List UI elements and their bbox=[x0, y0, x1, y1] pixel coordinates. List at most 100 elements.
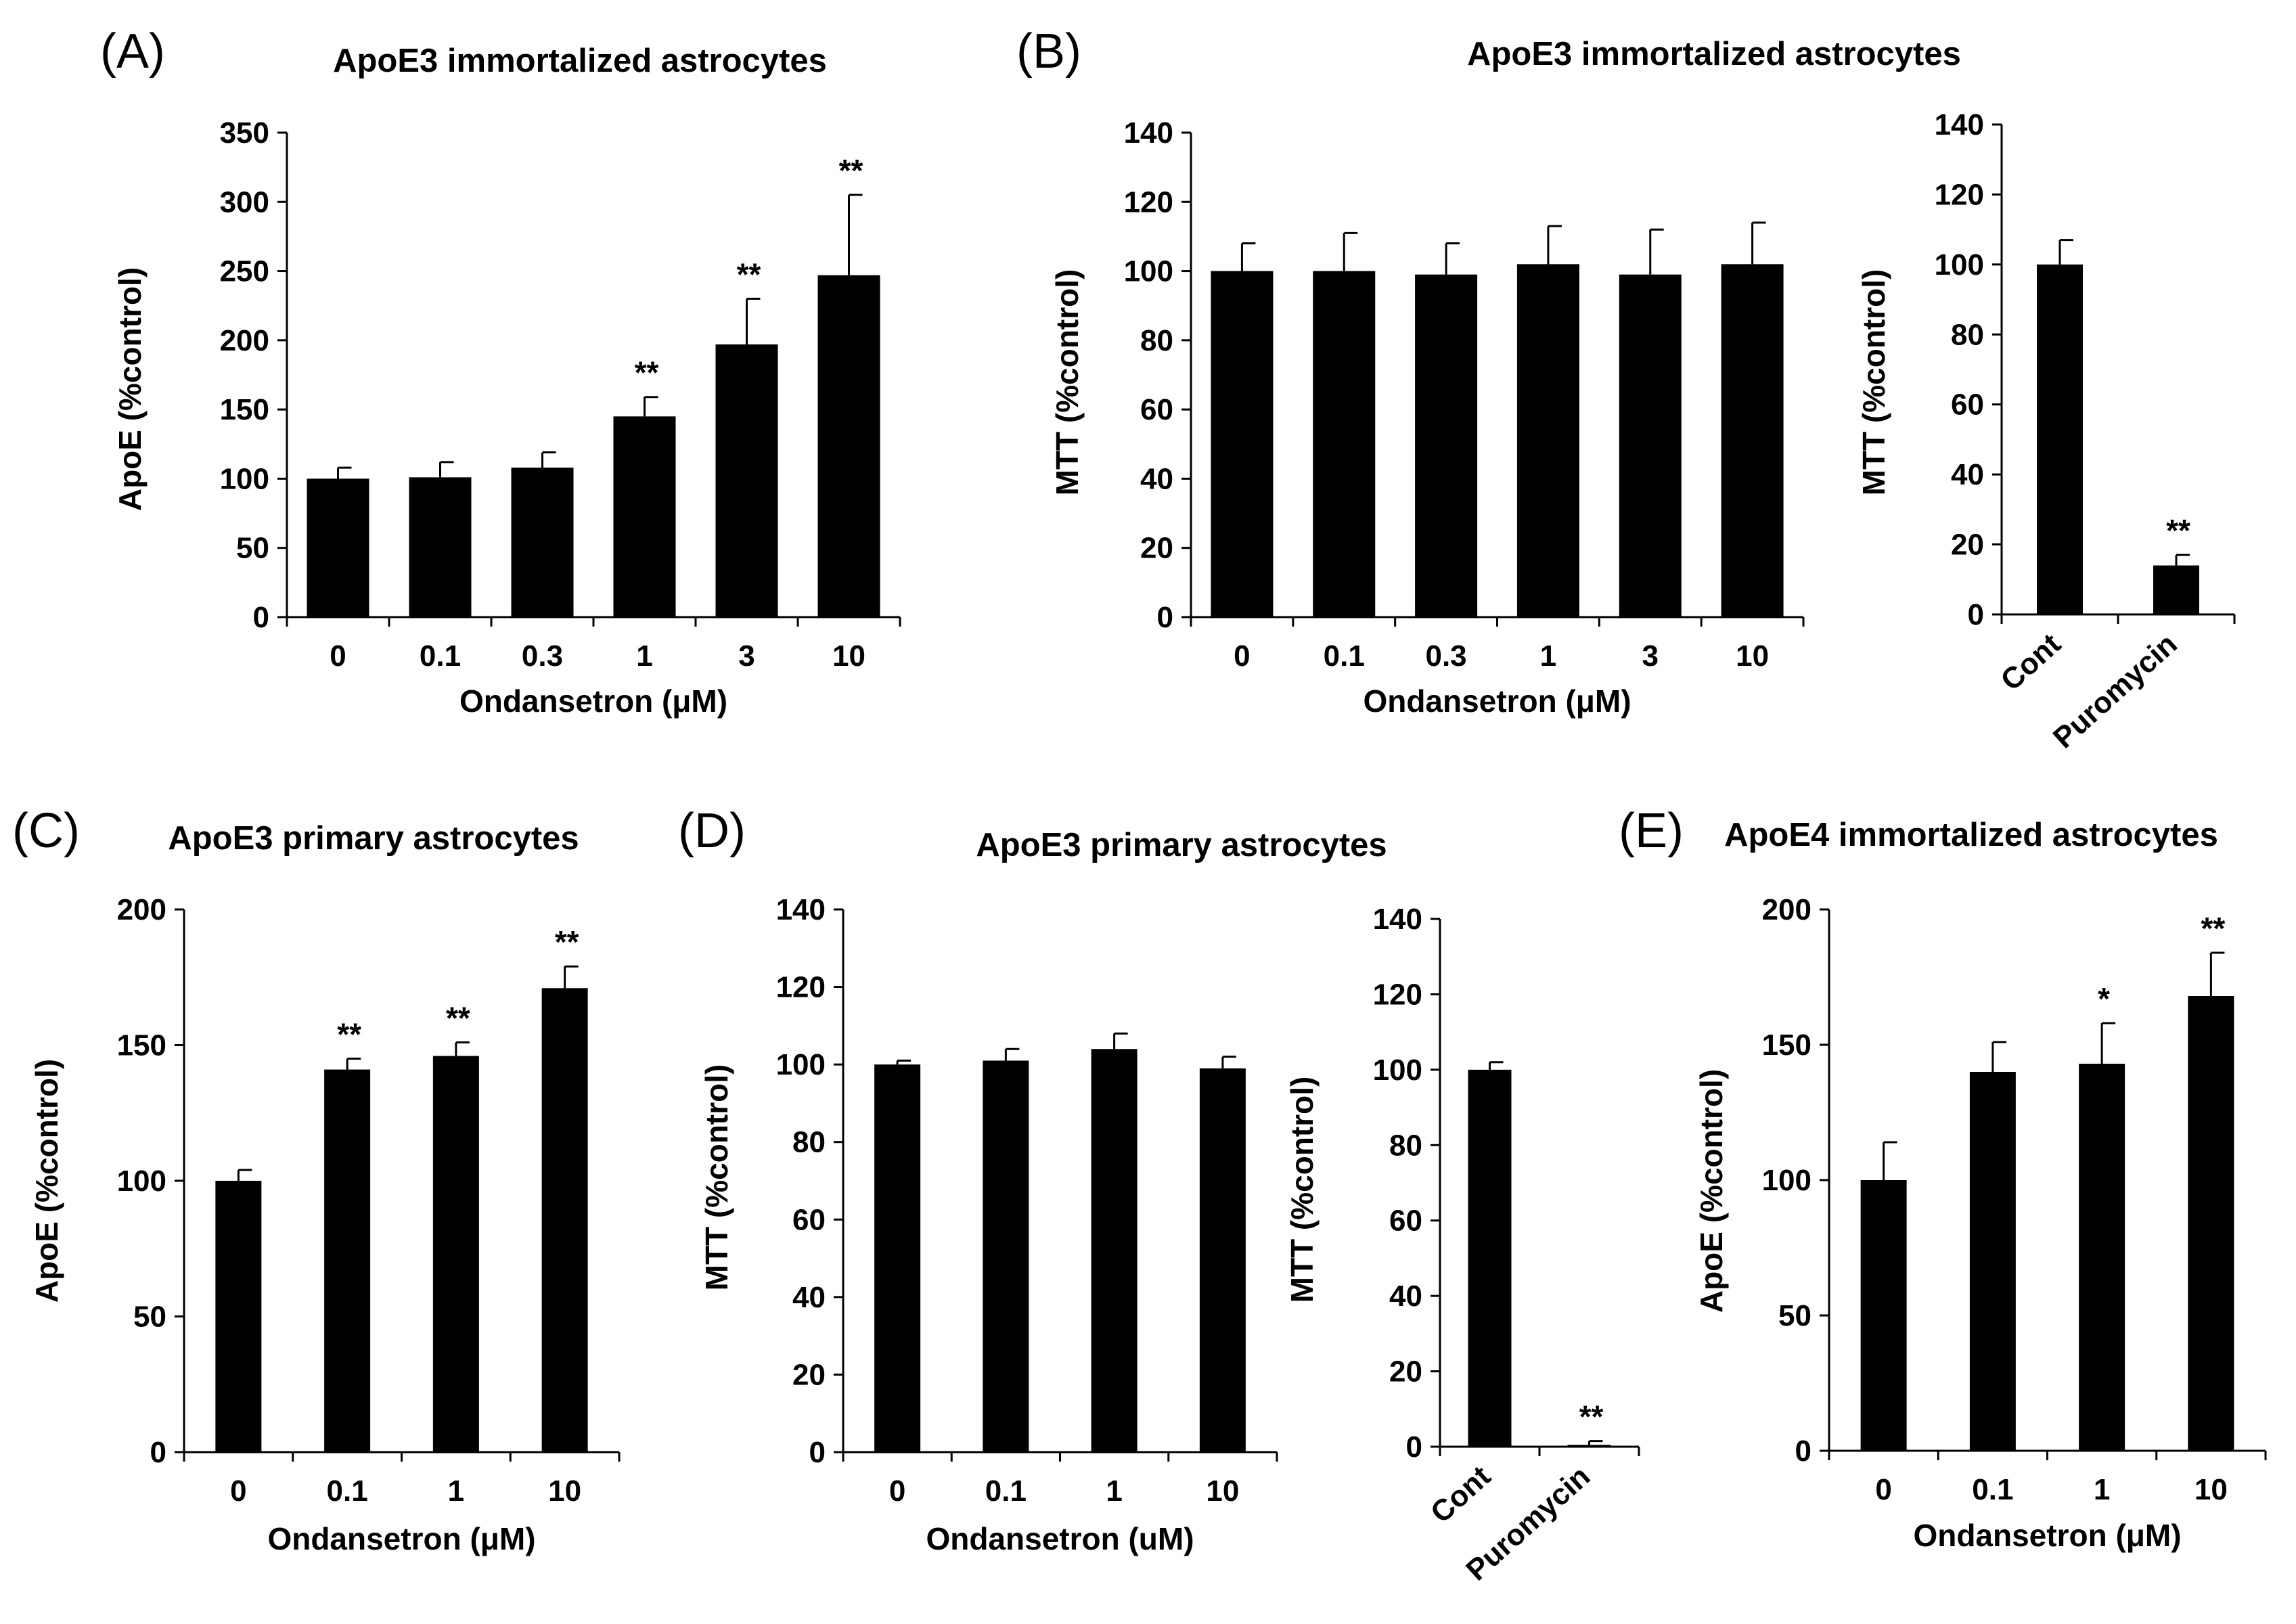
y-tick-label: 100 bbox=[117, 1165, 166, 1198]
y-tick-label: 100 bbox=[1373, 1054, 1422, 1087]
y-tick-label: 40 bbox=[1951, 458, 1984, 491]
y-tick-label: 40 bbox=[1389, 1280, 1422, 1313]
y-tick-label: 20 bbox=[1140, 532, 1173, 565]
bar bbox=[817, 275, 880, 617]
x-tick-label: 10 bbox=[832, 639, 865, 673]
x-tick-label: 0 bbox=[1875, 1473, 1891, 1506]
bar bbox=[2079, 1064, 2125, 1451]
y-tick-label: 50 bbox=[133, 1301, 166, 1334]
x-tick-label: 1 bbox=[636, 639, 652, 673]
y-tick-label: 200 bbox=[117, 893, 166, 926]
y-tick-label: 40 bbox=[1140, 462, 1173, 495]
chart-d-ondansetron: 0 20 40 60 80 100 120 140 0 0.1 1 10 MTT (%control) O… bbox=[699, 893, 1278, 1556]
x-tick-label: 1 bbox=[448, 1474, 464, 1508]
y-tick-label: 40 bbox=[792, 1281, 826, 1314]
x-tick-label: 0.1 bbox=[420, 639, 461, 673]
bar bbox=[1313, 271, 1376, 617]
x-tick-label: 0.3 bbox=[522, 639, 563, 673]
significance-label: ** bbox=[2201, 911, 2225, 946]
panel-label-e: (E) bbox=[1619, 804, 1684, 858]
y-tick-label: 100 bbox=[1935, 248, 1984, 281]
y-tick-label: 50 bbox=[1778, 1299, 1811, 1332]
bar bbox=[1619, 274, 1682, 617]
bar bbox=[1211, 271, 1274, 617]
y-axis-label: MTT (%control) bbox=[1856, 269, 1891, 496]
y-axis-label: MTT (%control) bbox=[699, 1064, 734, 1291]
x-tick-label: 10 bbox=[1736, 639, 1769, 673]
panel-label-d: (D) bbox=[678, 804, 746, 858]
bar bbox=[2188, 996, 2234, 1451]
chart-a: 0 50 100 150 200 250 300 350 0 0.1 0.3 ** 1 ** 3 ** 10 Ap… bbox=[112, 116, 901, 719]
panel-label-b: (B) bbox=[1016, 24, 1081, 78]
title-b: ApoE3 immortalized astrocytes bbox=[1467, 36, 1961, 72]
y-tick-label: 300 bbox=[220, 185, 269, 219]
y-axis-label: ApoE (%control) bbox=[112, 267, 148, 511]
bar bbox=[1721, 264, 1784, 617]
y-tick-label: 140 bbox=[1373, 903, 1422, 936]
x-tick-label: 3 bbox=[738, 639, 755, 673]
x-tick-label: 10 bbox=[548, 1474, 581, 1508]
bar bbox=[541, 988, 588, 1452]
y-tick-label: 120 bbox=[776, 971, 826, 1004]
significance-label: ** bbox=[446, 1000, 470, 1035]
y-tick-label: 60 bbox=[792, 1203, 826, 1236]
significance-label: ** bbox=[555, 924, 579, 960]
y-tick-label: 0 bbox=[1795, 1435, 1811, 1468]
y-tick-label: 150 bbox=[220, 393, 269, 426]
x-axis-label: Ondansetron (μM) bbox=[1363, 683, 1631, 719]
y-tick-label: 60 bbox=[1389, 1204, 1422, 1238]
y-tick-label: 60 bbox=[1140, 393, 1173, 426]
x-axis-label: Ondansetron (uM) bbox=[926, 1521, 1194, 1556]
bar bbox=[409, 477, 472, 617]
x-tick-label: 0.1 bbox=[1972, 1473, 2013, 1506]
x-tick-label: Cont bbox=[1994, 627, 2067, 698]
y-tick-label: 250 bbox=[220, 255, 269, 288]
y-tick-label: 0 bbox=[150, 1436, 166, 1469]
x-tick-label: 0.1 bbox=[985, 1474, 1027, 1508]
bar bbox=[874, 1064, 921, 1452]
y-tick-label: 100 bbox=[220, 462, 269, 495]
y-axis-label: ApoE (%control) bbox=[29, 1059, 64, 1303]
y-tick-label: 0 bbox=[809, 1436, 826, 1469]
y-tick-label: 0 bbox=[1157, 601, 1173, 634]
bar bbox=[2153, 565, 2199, 614]
x-axis-label: Ondansetron (μM) bbox=[459, 683, 727, 719]
y-tick-label: 20 bbox=[1389, 1355, 1422, 1389]
y-axis-label: MTT (%control) bbox=[1050, 269, 1085, 496]
chart-b-ondansetron: 0 20 40 60 80 100 120 140 0 0.1 0.3 1 3 10 MTT (%contr… bbox=[1050, 116, 1805, 719]
title-a: ApoE3 immortalized astrocytes bbox=[333, 43, 827, 79]
y-tick-label: 80 bbox=[792, 1126, 826, 1159]
x-tick-label: 1 bbox=[2094, 1473, 2110, 1506]
y-tick-label: 140 bbox=[1124, 116, 1173, 150]
y-tick-label: 20 bbox=[1951, 528, 1984, 562]
bar bbox=[1415, 274, 1478, 617]
title-e: ApoE4 immortalized astrocytes bbox=[1724, 817, 2218, 853]
bar bbox=[324, 1069, 371, 1452]
y-tick-label: 140 bbox=[776, 893, 826, 926]
panel-label-a: (A) bbox=[100, 24, 165, 78]
y-tick-label: 100 bbox=[1124, 255, 1173, 288]
bar bbox=[1969, 1072, 2016, 1451]
y-tick-label: 80 bbox=[1951, 318, 1984, 351]
y-tick-label: 120 bbox=[1935, 178, 1984, 211]
y-tick-label: 60 bbox=[1951, 388, 1984, 422]
bar bbox=[215, 1181, 262, 1452]
chart-e: 0 50 100 150 200 0 0.1 * 1 ** 10 ApoE (%control) Ond… bbox=[1694, 893, 2267, 1553]
chart-c: 0 50 100 150 200 0 ** 0.1 ** 1 ** 10 ApoE (%control)… bbox=[29, 893, 621, 1556]
bar bbox=[511, 468, 574, 617]
y-tick-label: 140 bbox=[1935, 108, 1984, 141]
significance-label: ** bbox=[1579, 1399, 1604, 1435]
y-tick-label: 100 bbox=[776, 1048, 826, 1081]
bar bbox=[432, 1056, 479, 1452]
x-tick-label: 1 bbox=[1540, 639, 1556, 673]
x-tick-label: 0 bbox=[230, 1474, 246, 1508]
y-tick-label: 0 bbox=[253, 601, 269, 634]
chart-b-puromycin: 0 20 40 60 80 100 120 140 Cont ** Puromycin MTT (%c… bbox=[1856, 108, 2236, 755]
y-tick-label: 0 bbox=[1406, 1430, 1422, 1464]
x-tick-label: 0.3 bbox=[1425, 639, 1466, 673]
y-tick-label: 100 bbox=[1762, 1164, 1811, 1197]
y-tick-label: 80 bbox=[1140, 324, 1173, 357]
y-tick-label: 350 bbox=[220, 116, 269, 150]
y-tick-label: 20 bbox=[792, 1358, 826, 1391]
